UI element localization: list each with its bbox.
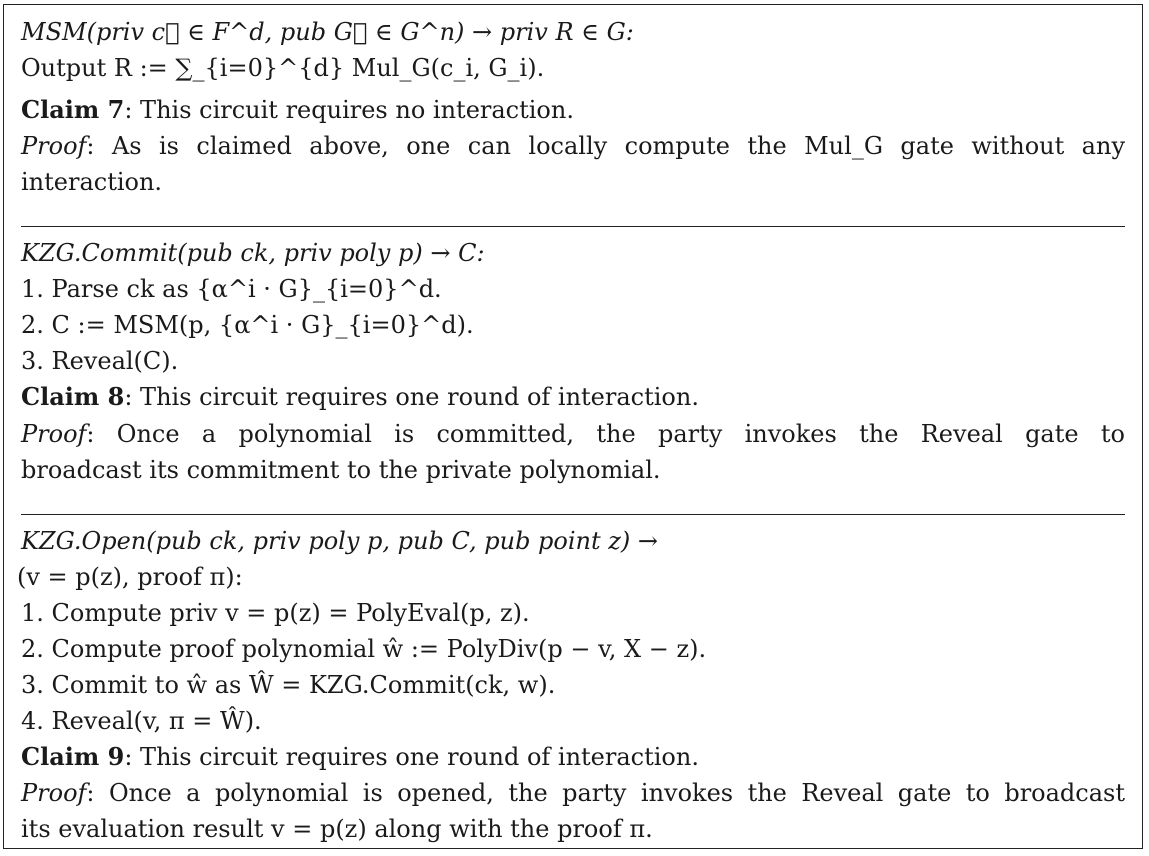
kzg-open-signature-line-2: (v = p(z), proof π): xyxy=(17,563,243,591)
proof-label: Proof xyxy=(21,132,87,160)
claim-7-text: : This circuit requires no interaction. xyxy=(124,96,574,124)
msm-signature: MSM(priv c⃗ ∈ F^d, pub G⃗ ∈ G^n) → priv … xyxy=(21,18,634,46)
kzg-open-signature-line-1: KZG.Open(pub ck, priv poly p, pub C, pub… xyxy=(21,527,659,555)
kzg-commit-proof-line-2: broadcast its commitment to the private … xyxy=(21,456,661,484)
kzg-commit-proof-line-1: Proof: Once a polynomial is committed, t… xyxy=(21,419,1125,449)
kzg-commit-step-1: 1. Parse ck as {α^i · G}_{i=0}^d. xyxy=(21,275,442,303)
msm-output: Output R := ∑_{i=0}^{d} Mul_G(c_i, G_i). xyxy=(21,54,545,82)
kzg-commit-step-2: 2. C := MSM(p, {α^i · G}_{i=0}^d). xyxy=(21,311,474,339)
claim-8-text: : This circuit requires one round of int… xyxy=(124,383,699,411)
kzg-open-step-1: 1. Compute priv v = p(z) = PolyEval(p, z… xyxy=(21,599,530,627)
claim-9-text: : This circuit requires one round of int… xyxy=(124,743,699,771)
claim-9-label: Claim 9 xyxy=(21,742,125,771)
claim-8-label: Claim 8 xyxy=(21,382,125,411)
algorithm-box xyxy=(3,4,1143,849)
kzg-open-proof-line-2: its evaluation result v = p(z) along wit… xyxy=(21,815,653,843)
msm-claim: Claim 7: This circuit requires no intera… xyxy=(21,95,574,125)
proof-text: : Once a polynomial is committed, the pa… xyxy=(86,420,1125,448)
msm-proof-line-1: Proof: As is claimed above, one can loca… xyxy=(21,131,1125,161)
kzg-open-step-3: 3. Commit to ŵ as Ŵ = KZG.Commit(ck, w). xyxy=(21,671,556,699)
section-divider-1 xyxy=(21,226,1125,227)
kzg-open-step-4: 4. Reveal(v, π = Ŵ). xyxy=(21,707,262,735)
kzg-open-proof-line-1: Proof: Once a polynomial is opened, the … xyxy=(21,778,1125,808)
kzg-open-step-2: 2. Compute proof polynomial ŵ := PolyDiv… xyxy=(21,635,707,663)
proof-label: Proof xyxy=(21,779,87,807)
section-divider-2 xyxy=(21,514,1125,515)
proof-text: : Once a polynomial is opened, the party… xyxy=(86,779,1125,807)
proof-label: Proof xyxy=(21,420,87,448)
proof-text: : As is claimed above, one can locally c… xyxy=(86,132,1125,160)
kzg-commit-signature: KZG.Commit(pub ck, priv poly p) → C: xyxy=(21,239,485,267)
kzg-commit-step-3: 3. Reveal(C). xyxy=(21,347,179,375)
msm-proof-line-2: interaction. xyxy=(21,168,163,196)
kzg-open-claim: Claim 9: This circuit requires one round… xyxy=(21,742,699,772)
kzg-commit-claim: Claim 8: This circuit requires one round… xyxy=(21,382,699,412)
claim-7-label: Claim 7 xyxy=(21,95,125,124)
